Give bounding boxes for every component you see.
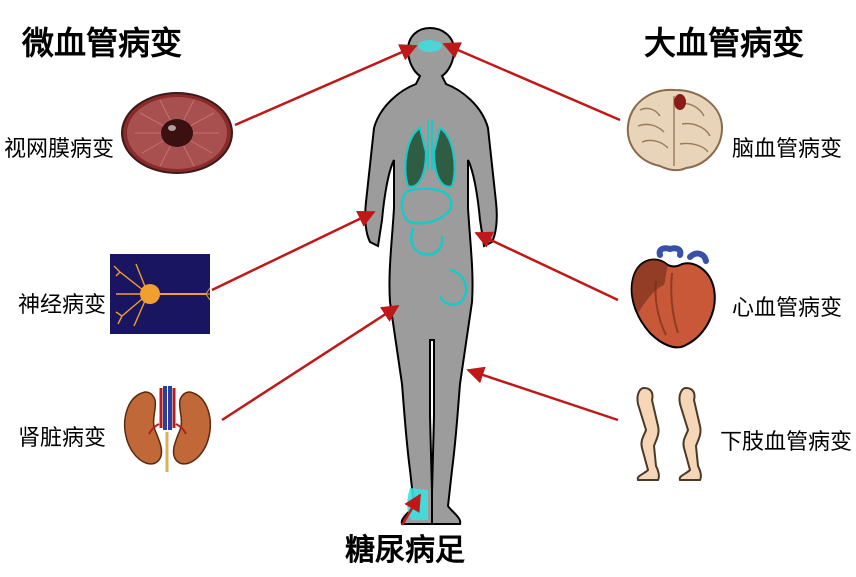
heart-icon [620, 245, 725, 355]
label-cerebrovascular: 脑血管病变 [732, 131, 842, 163]
label-peripheral-vascular: 下肢血管病变 [720, 424, 852, 456]
body-figure [330, 20, 530, 530]
heading-microvascular: 微血管病变 [22, 18, 182, 64]
legs-icon [620, 382, 720, 482]
heading-macrovascular: 大血管病变 [644, 18, 804, 64]
label-nephropathy: 肾脏病变 [18, 420, 106, 452]
label-retinopathy: 视网膜病变 [4, 131, 114, 163]
label-cardiovascular: 心血管病变 [732, 290, 842, 322]
brain-icon [620, 80, 730, 175]
eye-icon [120, 88, 235, 178]
diagram-canvas: 微血管病变 大血管病变 糖尿病足 视网膜病变 神经病变 肾脏病变 脑血管病变 心… [0, 0, 856, 577]
label-neuropathy: 神经病变 [18, 287, 106, 319]
neuron-icon [110, 254, 210, 334]
kidney-icon [115, 380, 220, 475]
heading-diabetic-foot: 糖尿病足 [345, 525, 465, 569]
